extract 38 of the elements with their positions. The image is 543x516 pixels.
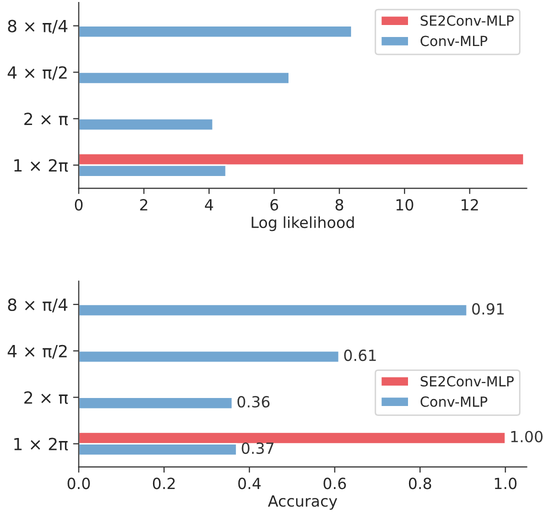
bar bbox=[78, 396, 234, 410]
legend-label: Conv-MLP bbox=[420, 36, 488, 46]
x-tick-label: 0.6 bbox=[324, 478, 346, 490]
x-tick-label: 0.0 bbox=[68, 478, 90, 490]
y-tick-label: 2 × π bbox=[24, 112, 68, 126]
x-tick-label: 12 bbox=[462, 199, 478, 210]
x-tick-label: 2 bbox=[140, 199, 148, 210]
x-tick-label: 0 bbox=[74, 199, 83, 211]
bar bbox=[78, 118, 214, 131]
bar bbox=[78, 25, 352, 38]
x-tick-label: 0.4 bbox=[238, 478, 261, 490]
data-label: 0.36 bbox=[238, 396, 270, 408]
y-tick-label: 1 × 2π bbox=[14, 159, 68, 172]
bar bbox=[78, 72, 290, 85]
y-tick-label: 8 × π/4 bbox=[8, 20, 68, 34]
y-tick-label: 4 × π/2 bbox=[8, 344, 67, 359]
legend-label: Conv-MLP bbox=[420, 396, 488, 407]
x-tick-label: 6 bbox=[270, 199, 278, 211]
x-tick-label: 1.0 bbox=[494, 478, 517, 490]
y-tick-label: 2 × π bbox=[24, 391, 68, 404]
data-label: 0.91 bbox=[472, 303, 504, 315]
x-axis-title: Log likelihood bbox=[252, 216, 354, 232]
bar bbox=[78, 304, 468, 317]
y-tick-label: 8 × π/4 bbox=[8, 298, 68, 312]
x-tick-label: 0.2 bbox=[152, 478, 175, 490]
x-tick-label: 8 bbox=[336, 199, 344, 211]
bar bbox=[78, 350, 340, 364]
data-label: 1.00 bbox=[511, 430, 543, 442]
x-tick-label: 10 bbox=[396, 199, 414, 211]
data-label: 0.61 bbox=[344, 350, 376, 362]
x-axis-title: Accuracy bbox=[268, 495, 338, 510]
y-tick-label: 4 × π/2 bbox=[8, 66, 67, 80]
legend-label: SE2Conv-MLP bbox=[420, 376, 514, 387]
x-tick-label: 4 bbox=[204, 199, 214, 210]
y-tick-label: 1 × 2π bbox=[14, 438, 68, 450]
x-tick-label: 0.8 bbox=[408, 478, 432, 490]
legend-label: SE2Conv-MLP bbox=[420, 15, 514, 26]
data-label: 0.37 bbox=[242, 442, 274, 454]
